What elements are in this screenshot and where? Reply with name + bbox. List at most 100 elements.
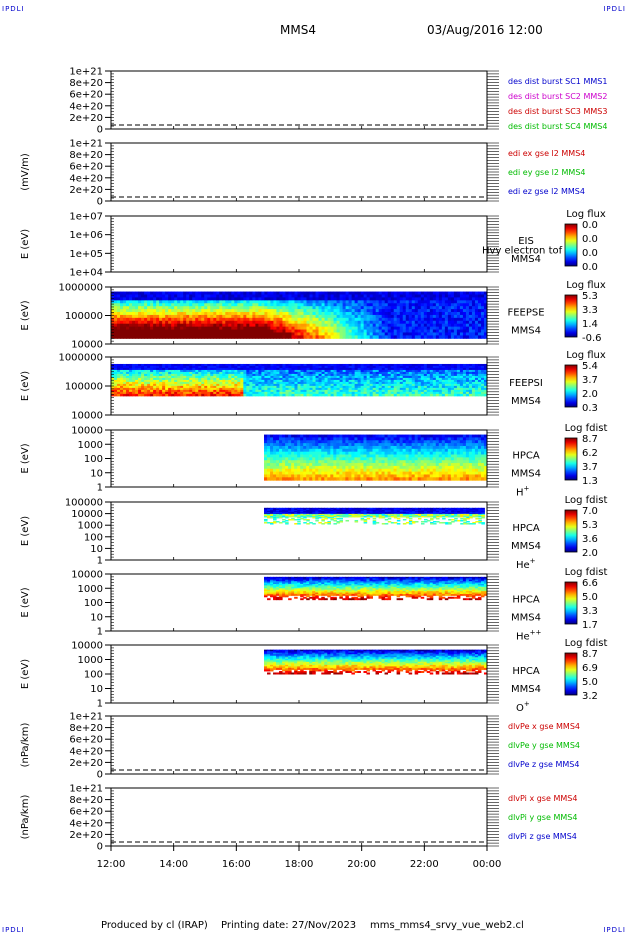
spectrogram-cell bbox=[114, 303, 118, 307]
spectrogram-cell bbox=[336, 457, 340, 461]
spectrogram-cell bbox=[327, 367, 332, 371]
spectrogram-cell bbox=[381, 317, 386, 322]
spectrogram-cell bbox=[117, 373, 121, 377]
spectrogram-cell bbox=[405, 312, 410, 316]
spectrogram-cell bbox=[222, 367, 226, 371]
spectrogram-cell bbox=[303, 437, 307, 441]
spectrogram-cell bbox=[312, 460, 316, 464]
spectrogram-cell bbox=[237, 367, 241, 371]
spectrogram-cell bbox=[177, 379, 181, 383]
spectrogram-cell bbox=[456, 393, 461, 397]
spectrogram-cell bbox=[153, 367, 157, 371]
spectrogram-cell bbox=[471, 377, 476, 381]
spectrogram-cell bbox=[345, 457, 349, 461]
spectrogram-cell bbox=[462, 377, 467, 381]
spectrogram-cell bbox=[390, 385, 395, 389]
spectrogram-cell bbox=[378, 326, 383, 331]
spectrogram-cell bbox=[234, 367, 238, 371]
spectrogram-cell bbox=[300, 437, 304, 441]
spectrogram-cell bbox=[432, 317, 437, 322]
spectrogram-cell bbox=[276, 460, 280, 464]
spectrogram-cell bbox=[393, 297, 398, 301]
spectrogram-cell bbox=[156, 393, 160, 397]
spectrogram-cell bbox=[294, 465, 298, 470]
spectrogram-cell bbox=[300, 369, 305, 373]
spectrogram-cell bbox=[366, 297, 371, 301]
spectrogram-cell bbox=[312, 326, 317, 331]
spectrogram-cell bbox=[204, 294, 208, 298]
spectrogram-cell bbox=[351, 448, 355, 453]
spectrogram-cell bbox=[318, 312, 323, 316]
spectrogram-cell bbox=[306, 314, 311, 319]
spectrogram-cell bbox=[201, 320, 205, 325]
spectrogram-cell bbox=[369, 309, 374, 313]
spectrogram-cell bbox=[282, 312, 286, 316]
spectrogram-cell bbox=[273, 454, 277, 458]
spectrogram-cell bbox=[393, 332, 398, 336]
spectrogram-cell bbox=[198, 332, 202, 336]
spectrogram-cell bbox=[438, 377, 443, 381]
spectrogram-cell bbox=[351, 312, 356, 316]
spectrogram-cell bbox=[270, 291, 274, 295]
spectrogram-cell bbox=[159, 383, 163, 387]
spectrogram-cell bbox=[189, 303, 193, 307]
spectrogram-cell bbox=[258, 300, 262, 304]
spectrogram-cell bbox=[192, 303, 196, 307]
spectrogram-cell bbox=[177, 320, 181, 325]
spectrogram-cell bbox=[303, 309, 308, 313]
datetime-title: 03/Aug/2016 12:00 bbox=[427, 23, 543, 37]
spectrogram-cell bbox=[417, 314, 422, 319]
spectrogram-cell bbox=[225, 300, 229, 304]
spectrogram-cell bbox=[483, 291, 488, 295]
spectrogram-cell bbox=[366, 365, 371, 369]
spectrogram-cell bbox=[336, 391, 341, 395]
spectrogram-cell bbox=[303, 291, 308, 295]
spectrogram-cell bbox=[276, 377, 280, 381]
spectrogram-cell bbox=[399, 329, 404, 333]
spectrogram-cell bbox=[243, 371, 247, 375]
spectrogram-cell bbox=[279, 393, 283, 397]
spectrogram-cell bbox=[384, 477, 389, 481]
spectrogram-cell bbox=[288, 300, 292, 304]
spectrogram-cell bbox=[312, 367, 317, 371]
spectrogram-cell bbox=[354, 291, 359, 295]
spectrogram-cell bbox=[312, 323, 317, 328]
spectrogram-cell bbox=[195, 393, 199, 397]
spectrogram-cell bbox=[144, 369, 148, 373]
spectrogram-cell bbox=[273, 363, 277, 367]
spectrogram-cell bbox=[336, 303, 341, 307]
spectrogram-cell bbox=[345, 314, 350, 319]
spectrogram-cell bbox=[483, 312, 488, 316]
spectrogram-cell bbox=[120, 369, 124, 373]
spectrogram-cell bbox=[390, 445, 395, 450]
spectrogram-cell bbox=[288, 291, 292, 295]
spectrogram-cell bbox=[330, 454, 334, 458]
spectrogram-cell bbox=[342, 393, 347, 397]
spectrogram-cell bbox=[345, 443, 349, 447]
spectrogram-cell bbox=[333, 474, 337, 478]
spectrogram-cell bbox=[123, 375, 127, 379]
spectrogram-cell bbox=[138, 385, 142, 389]
spectrogram-cell bbox=[156, 326, 160, 331]
spectrogram-cell bbox=[153, 375, 157, 379]
spectrogram-cell bbox=[456, 391, 461, 395]
spectrogram-cell bbox=[330, 379, 335, 383]
spectrogram-cell bbox=[318, 365, 323, 369]
spectrogram-cell bbox=[360, 309, 365, 313]
spectrogram-cell bbox=[306, 300, 311, 304]
spectrogram-cell bbox=[162, 329, 166, 333]
spectrogram-cell bbox=[381, 385, 386, 389]
spectrogram-cell bbox=[393, 385, 398, 389]
spectrogram-cell bbox=[291, 457, 295, 461]
spectrogram-cell bbox=[303, 306, 308, 310]
spectrogram-cell bbox=[150, 393, 154, 397]
spectrogram-cell bbox=[249, 317, 253, 322]
spectrogram-cell bbox=[318, 303, 323, 307]
spectrogram-cell bbox=[285, 323, 289, 328]
spectrogram-cell bbox=[225, 365, 229, 369]
spectrogram-cell bbox=[399, 381, 404, 385]
spectrogram-cell bbox=[369, 468, 373, 473]
spectrogram-cell bbox=[246, 297, 250, 301]
